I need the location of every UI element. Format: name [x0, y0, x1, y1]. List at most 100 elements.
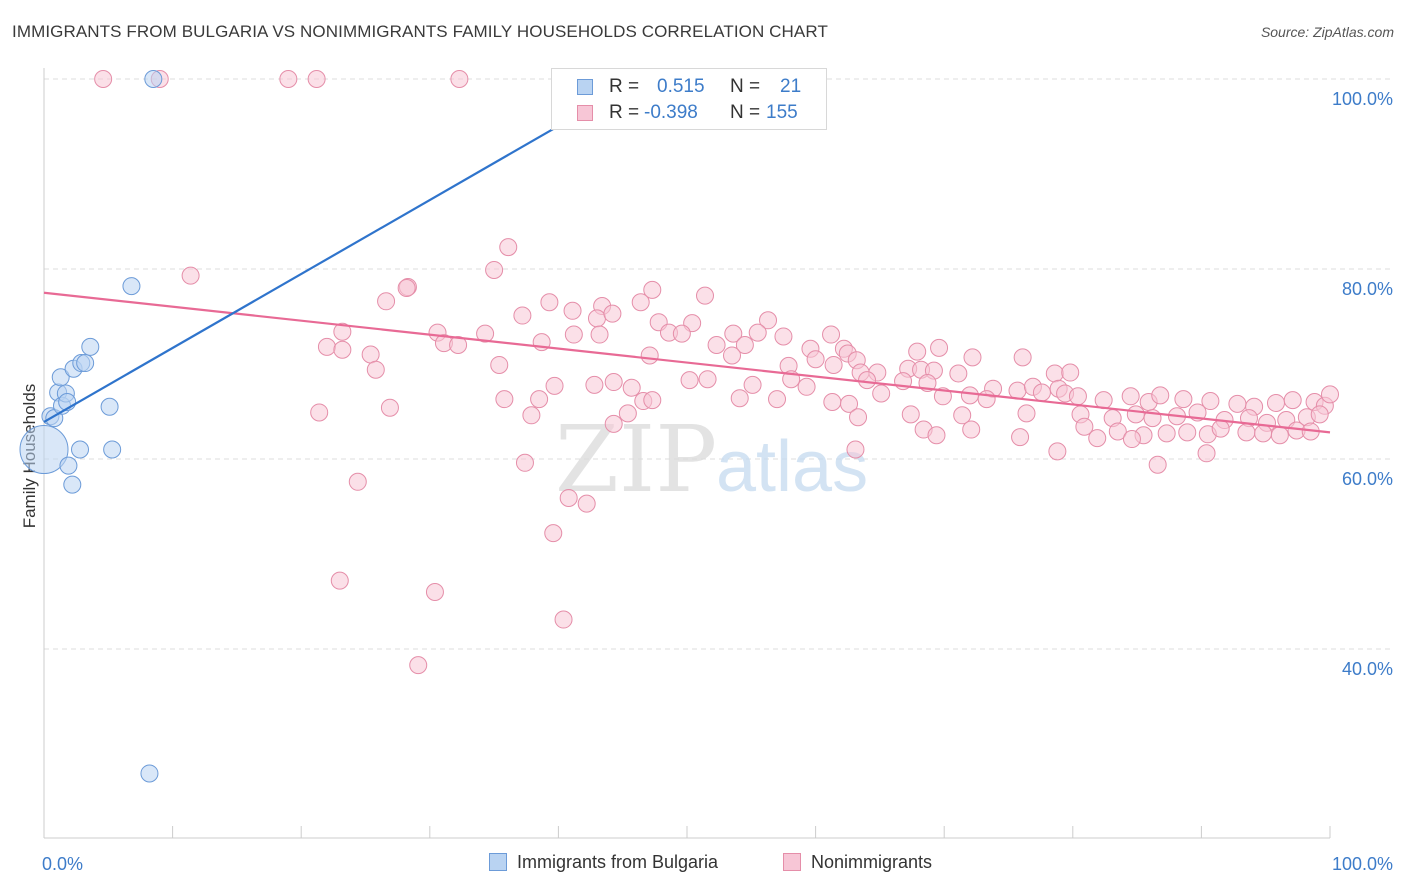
- nonimmigrant-point: [181, 266, 200, 285]
- legend-n-label: N =: [730, 76, 761, 97]
- nonimmigrant-point: [449, 336, 468, 354]
- nonimmigrant-point: [1266, 393, 1285, 412]
- nonimmigrant-point: [515, 453, 534, 472]
- nonimmigrant-point: [1008, 381, 1027, 400]
- nonimmigrant-point: [590, 325, 609, 344]
- nonimmigrant-point: [513, 306, 532, 325]
- nonimmigrant-point: [1270, 426, 1289, 445]
- nonimmigrant-point: [361, 345, 380, 364]
- nonimmigrant-point: [1061, 363, 1080, 382]
- nonimmigrants-trend-line: [43, 291, 1331, 434]
- nonimmigrant-point: [797, 377, 816, 396]
- bulgaria-point: [71, 440, 90, 459]
- trend-lines: [43, 73, 1331, 434]
- chart-title: IMMIGRANTS FROM BULGARIA VS NONIMMIGRANT…: [12, 22, 828, 41]
- bulgaria-point: [144, 70, 163, 88]
- nonimmigrant-point: [450, 70, 469, 88]
- nonimmigrant-point: [380, 398, 399, 417]
- nonimmigrant-point: [930, 338, 949, 357]
- nonimmigrants-points: [94, 70, 1339, 675]
- nonimmigrant-point: [1174, 390, 1193, 409]
- nonimmigrant-point: [490, 355, 509, 374]
- nonimmigrant-point: [1122, 430, 1141, 449]
- nonimmigrant-point: [1321, 385, 1339, 404]
- nonimmigrant-point: [603, 304, 622, 323]
- nonimmigrant-point: [824, 355, 843, 374]
- nonimmigrant-point: [587, 309, 606, 328]
- nonimmigrant-point: [1254, 424, 1273, 443]
- nonimmigrant-point: [1126, 405, 1145, 424]
- nonimmigrant-point: [94, 70, 113, 88]
- nonimmigrant-point: [1045, 364, 1064, 383]
- watermark-zip: ZIP: [555, 406, 717, 513]
- nonimmigrant-point: [631, 293, 650, 312]
- nonimmigrant-point: [743, 375, 762, 394]
- nonimmigrant-point: [723, 346, 742, 365]
- nonimmigrant-point: [1048, 442, 1067, 461]
- nonimmigrant-point: [858, 371, 877, 390]
- nonimmigrant-point: [643, 391, 662, 410]
- nonimmigrant-point: [1068, 387, 1087, 406]
- legend-n-label: N =: [730, 102, 761, 123]
- nonimmigrant-point: [1032, 383, 1051, 402]
- bulgaria-point: [51, 368, 70, 387]
- nonimmigrant-point: [643, 280, 662, 299]
- nonimmigrant-point: [1017, 404, 1036, 423]
- nonimmigrant-point: [806, 350, 825, 369]
- nonimmigrant-point: [846, 440, 865, 459]
- nonimmigrant-point: [1228, 394, 1247, 413]
- nonimmigrant-point: [872, 384, 891, 403]
- legend-swatch-pink: [783, 853, 801, 871]
- legend-r-value: 0.515: [657, 76, 705, 97]
- nonimmigrant-point: [1013, 348, 1032, 367]
- nonimmigrant-point: [960, 386, 979, 405]
- nonimmigrant-point: [333, 322, 352, 341]
- nonimmigrant-point: [933, 387, 952, 406]
- nonimmigrant-point: [330, 571, 349, 590]
- watermark-atlas: atlas: [716, 427, 868, 507]
- legend-swatch-pink: [577, 105, 593, 121]
- legend-item-bulgaria[interactable]: Immigrants from Bulgaria: [489, 852, 718, 876]
- nonimmigrant-point: [1310, 405, 1329, 424]
- nonimmigrant-point: [279, 70, 298, 88]
- nonimmigrant-point: [977, 390, 996, 409]
- nonimmigrant-point: [730, 389, 749, 408]
- nonimmigrant-point: [849, 408, 868, 427]
- nonimmigrant-point: [618, 404, 637, 423]
- nonimmigrant-point: [604, 373, 623, 392]
- nonimmigrant-point: [540, 293, 559, 312]
- bulgaria-point: [140, 764, 159, 783]
- nonimmigrant-point: [901, 405, 920, 424]
- nonimmigrant-point: [377, 292, 396, 311]
- nonimmigrant-point: [1237, 423, 1256, 442]
- legend-n-value: 21: [780, 76, 802, 97]
- legend-n-value: 155: [766, 102, 798, 123]
- y-tick-label: 40.0%: [1342, 659, 1393, 679]
- nonimmigrant-point: [564, 325, 583, 344]
- nonimmigrant-point: [1283, 391, 1302, 410]
- nonimmigrant-point: [823, 393, 842, 411]
- legend-swatch-blue: [577, 79, 593, 95]
- nonimmigrant-point: [476, 324, 495, 343]
- nonimmigrant-point: [563, 301, 582, 320]
- bulgaria-point: [81, 337, 100, 356]
- legend-r-value: -0.398: [644, 102, 698, 123]
- nonimmigrant-point: [1201, 392, 1220, 411]
- bulgaria-point: [103, 440, 122, 459]
- y-tick-label: 60.0%: [1342, 469, 1393, 489]
- legend-swatch-blue: [489, 853, 507, 871]
- nonimmigrant-point: [585, 375, 604, 394]
- nonimmigrant-point: [559, 488, 578, 507]
- nonimmigrant-point: [495, 390, 514, 409]
- nonimmigrant-point: [622, 378, 641, 397]
- nonimmigrant-point: [949, 364, 968, 383]
- nonimmigrant-point: [485, 260, 504, 279]
- correlation-legend: R = 0.515 N = 21 R = -0.398 N = 155: [551, 68, 827, 130]
- nonimmigrant-point: [724, 324, 743, 343]
- legend-item-nonimmigrants[interactable]: Nonimmigrants: [783, 852, 932, 876]
- grid-lines: [44, 78, 1392, 650]
- nonimmigrant-point: [545, 376, 564, 395]
- nonimmigrant-point: [1148, 455, 1167, 474]
- nonimmigrant-point: [927, 426, 946, 445]
- nonimmigrant-point: [366, 360, 385, 379]
